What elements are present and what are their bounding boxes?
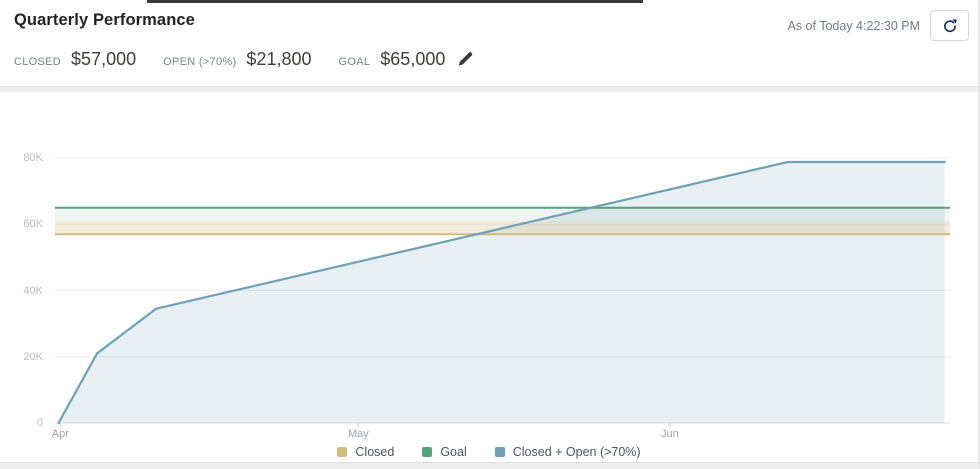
stat-closed: CLOSED $57,000 (14, 49, 136, 70)
pencil-icon (457, 50, 474, 67)
edit-goal-button[interactable] (457, 50, 474, 67)
legend-item-goal: Goal (422, 445, 467, 459)
bottom-edge-strip (0, 462, 978, 469)
stat-open-value: $21,800 (246, 49, 312, 69)
y-axis-label: 40K (23, 284, 43, 297)
chart-legend: Closed Goal Closed + Open (>70%) (0, 445, 978, 459)
stat-goal: GOAL $65,000 (339, 48, 475, 70)
kpi-stats-row: CLOSED $57,000 OPEN (>70%) $21,800 GOAL … (14, 48, 474, 70)
x-axis-label-apr: Apr (51, 428, 69, 440)
stat-open: OPEN (>70%) $21,800 (163, 49, 311, 70)
as-of-timestamp: As of Today 4:22:30 PM (787, 19, 921, 33)
refresh-icon (942, 18, 958, 34)
stat-closed-label: CLOSED (14, 56, 62, 68)
legend-label-closed: Closed (355, 445, 395, 459)
y-axis-label: 80K (23, 152, 43, 164)
stat-goal-label: GOAL (338, 56, 371, 68)
legend-label-closed-open: Closed + Open (>70%) (512, 445, 641, 459)
x-axis-label-may: May (348, 428, 369, 440)
legend-item-closed: Closed (337, 445, 394, 459)
stat-closed-value: $57,000 (71, 49, 137, 69)
legend-item-closed-open: Closed + Open (>70%) (494, 445, 641, 459)
stat-goal-value: $65,000 (380, 49, 446, 69)
window-edge-artifact (147, 0, 643, 3)
legend-label-goal: Goal (440, 445, 467, 459)
x-axis-label-jun: Jun (660, 428, 679, 440)
legend-swatch-closed-open (494, 447, 505, 457)
page-title: Quarterly Performance (14, 11, 195, 29)
legend-swatch-goal (422, 447, 433, 457)
refresh-button[interactable] (930, 10, 969, 41)
stat-open-label: OPEN (>70%) (163, 56, 237, 68)
y-axis-label: 60K (23, 218, 43, 231)
y-axis-label: 0 (36, 417, 43, 429)
y-axis-label: 20K (23, 350, 43, 363)
card-separator (0, 86, 978, 92)
legend-swatch-closed (337, 447, 348, 457)
